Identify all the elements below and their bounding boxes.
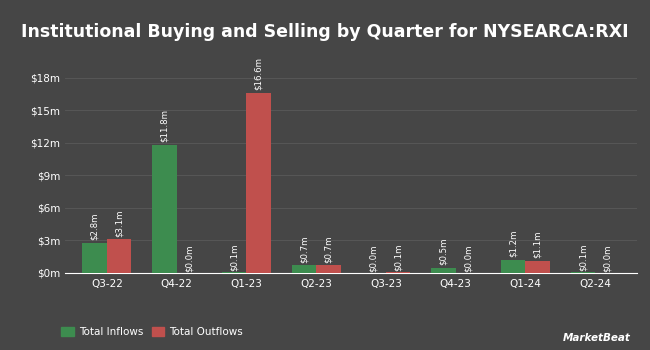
Text: $0.0m: $0.0m (185, 244, 193, 272)
Bar (316, 265, 341, 273)
Bar (83, 243, 107, 273)
Text: $0.7m: $0.7m (324, 235, 333, 263)
Text: Institutional Buying and Selling by Quarter for NYSEARCA:RXI: Institutional Buying and Selling by Quar… (21, 23, 629, 41)
Bar (107, 239, 131, 273)
Text: $0.1m: $0.1m (394, 243, 402, 271)
Text: $0.1m: $0.1m (229, 243, 239, 271)
Text: $0.1m: $0.1m (578, 243, 588, 271)
Text: $0.0m: $0.0m (463, 244, 473, 272)
Bar (386, 272, 410, 273)
Bar (501, 260, 525, 273)
Text: $0.0m: $0.0m (603, 244, 612, 272)
Text: $2.8m: $2.8m (90, 212, 99, 240)
Text: $16.6m: $16.6m (254, 57, 263, 90)
Text: $3.1m: $3.1m (114, 209, 124, 237)
Bar (525, 261, 550, 273)
Legend: Total Inflows, Total Outflows: Total Inflows, Total Outflows (57, 323, 248, 341)
Bar (431, 267, 456, 273)
Bar (222, 272, 246, 273)
Text: $11.8m: $11.8m (160, 109, 169, 142)
Text: $0.5m: $0.5m (439, 237, 448, 265)
Bar (152, 145, 177, 273)
Bar (246, 93, 271, 273)
Text: $1.2m: $1.2m (509, 230, 517, 257)
Text: MarketBeat: MarketBeat (563, 333, 630, 343)
Bar (571, 272, 595, 273)
Text: $0.0m: $0.0m (369, 244, 378, 272)
Text: $0.7m: $0.7m (300, 235, 308, 263)
Bar (292, 265, 316, 273)
Text: $1.1m: $1.1m (533, 231, 542, 258)
